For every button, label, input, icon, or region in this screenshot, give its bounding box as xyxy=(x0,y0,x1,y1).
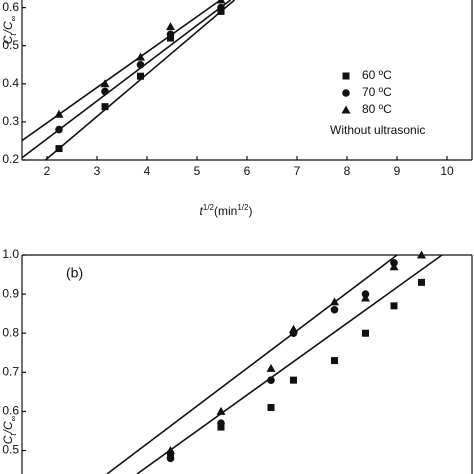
x-label-part: 1/2 xyxy=(203,203,215,212)
x-tick-label: 5 xyxy=(194,164,201,178)
marker-square xyxy=(217,7,225,15)
x-tick-label: 4 xyxy=(144,164,151,178)
x-label-part: (min xyxy=(214,204,237,218)
marker-circle xyxy=(217,419,225,427)
fit-line xyxy=(136,254,443,474)
y-tick-label: 0.7 xyxy=(2,364,19,378)
x-tick-label: 9 xyxy=(394,164,401,178)
marker-square xyxy=(390,302,398,310)
marker-circle xyxy=(330,305,339,314)
legend-label: 80 ºC xyxy=(362,102,392,116)
y-tick-label: 0.3 xyxy=(2,114,19,128)
marker-circle xyxy=(136,60,145,69)
marker-triangle xyxy=(417,250,426,259)
fit-line xyxy=(106,254,398,474)
marker-circle xyxy=(166,30,175,39)
marker-triangle xyxy=(166,22,175,31)
legend-marker xyxy=(341,105,351,114)
y-tick-label: 1.0 xyxy=(2,247,19,261)
y-label-part: C xyxy=(1,35,15,44)
fit-line xyxy=(21,0,231,159)
y-tick-label: 0.5 xyxy=(2,443,19,457)
y-label-part: t xyxy=(9,433,18,436)
marker-triangle xyxy=(289,324,298,333)
legend-marker xyxy=(342,72,350,80)
x-tick-label: 10 xyxy=(440,164,454,178)
marker-square xyxy=(217,423,225,431)
legend-marker xyxy=(342,89,350,97)
x-label-part: t xyxy=(200,204,204,218)
y-axis-label: Ct/C∞ xyxy=(1,15,17,44)
y-axis-label: Ct/C∞ xyxy=(1,415,17,444)
y-label-part: ∞ xyxy=(9,15,18,21)
x-axis-label: t1/2(min1/2) xyxy=(200,203,253,219)
marker-circle xyxy=(101,87,109,96)
marker-triangle xyxy=(216,406,226,415)
y-tick-label: 0.4 xyxy=(2,76,19,90)
marker-square xyxy=(167,34,174,42)
marker-triangle xyxy=(100,79,110,88)
marker-triangle xyxy=(166,446,175,455)
y-label-part: /C xyxy=(1,21,15,34)
y-tick-label: 0.6 xyxy=(2,0,19,14)
marker-square xyxy=(137,72,144,80)
legend-label: 70 ºC xyxy=(362,85,392,99)
marker-triangle xyxy=(54,109,64,118)
y-label-part: C xyxy=(1,435,15,444)
panel-label: (b) xyxy=(66,265,83,281)
fit-line xyxy=(21,0,221,142)
y-tick-label: 0.6 xyxy=(2,404,19,418)
marker-square xyxy=(267,404,275,412)
x-tick-label: 6 xyxy=(244,164,251,178)
marker-square xyxy=(362,329,369,337)
marker-square xyxy=(331,357,338,365)
marker-square xyxy=(101,103,109,111)
y-label-part: /C xyxy=(1,421,15,434)
x-tick-label: 8 xyxy=(344,164,351,178)
marker-circle xyxy=(166,454,175,463)
x-label-part: 1/2 xyxy=(237,203,249,212)
x-tick-label: 3 xyxy=(94,164,101,178)
x-tick-label: 7 xyxy=(294,164,301,178)
y-tick-label: 0.2 xyxy=(2,152,19,166)
marker-square xyxy=(418,278,425,286)
legend-label: 60 ºC xyxy=(362,68,392,82)
marker-triangle xyxy=(266,363,276,372)
marker-circle xyxy=(55,125,63,134)
y-label-part: ∞ xyxy=(9,415,18,421)
y-tick-label: 0.9 xyxy=(2,286,19,300)
legend-note: Without ultrasonic xyxy=(330,123,425,137)
marker-square xyxy=(290,376,297,384)
marker-circle xyxy=(267,376,275,384)
fit-line xyxy=(44,0,236,161)
y-tick-label: 0.5 xyxy=(2,38,19,52)
marker-triangle xyxy=(136,52,145,61)
y-label-part: t xyxy=(9,33,18,36)
marker-square xyxy=(167,450,174,458)
marker-triangle xyxy=(330,297,339,306)
marker-square xyxy=(55,145,63,153)
x-label-part: ) xyxy=(248,204,252,218)
marker-circle xyxy=(217,3,225,12)
y-tick-label: 0.8 xyxy=(2,325,19,339)
marker-triangle xyxy=(389,262,399,271)
x-tick-label: 2 xyxy=(44,164,51,178)
marker-triangle xyxy=(216,0,226,4)
marker-triangle xyxy=(361,293,370,302)
